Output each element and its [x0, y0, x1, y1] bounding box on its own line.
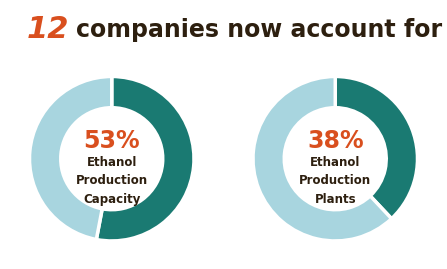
Wedge shape: [335, 76, 417, 219]
Text: Production: Production: [76, 174, 148, 187]
Wedge shape: [253, 76, 392, 241]
Wedge shape: [97, 76, 194, 241]
Text: 38%: 38%: [307, 129, 363, 153]
Wedge shape: [30, 76, 112, 239]
Text: Production: Production: [299, 174, 371, 187]
Text: Ethanol: Ethanol: [87, 156, 137, 169]
Text: 12: 12: [27, 15, 69, 44]
Text: Capacity: Capacity: [83, 193, 140, 206]
Text: Plants: Plants: [314, 193, 356, 206]
Text: Ethanol: Ethanol: [310, 156, 360, 169]
Text: companies now account for: companies now account for: [76, 17, 442, 42]
Text: 53%: 53%: [84, 129, 140, 153]
